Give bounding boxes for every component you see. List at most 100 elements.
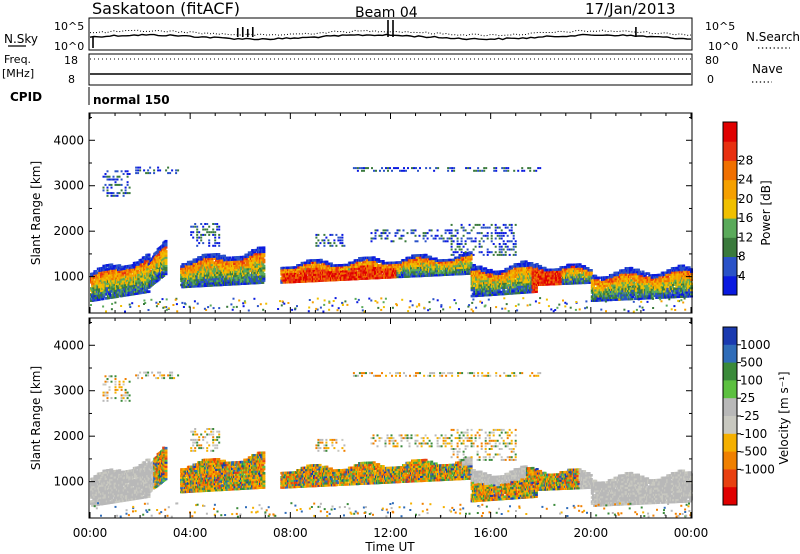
range-cell bbox=[323, 277, 327, 280]
range-cell bbox=[337, 278, 341, 281]
range-cell bbox=[102, 295, 106, 298]
range-cell bbox=[227, 279, 231, 282]
range-cell bbox=[233, 268, 237, 272]
range-cell bbox=[220, 267, 224, 270]
range-cell bbox=[242, 274, 246, 277]
range-cell bbox=[442, 261, 446, 264]
range-cell bbox=[413, 270, 417, 274]
range-cell bbox=[452, 260, 456, 264]
range-cell bbox=[449, 258, 453, 262]
range-cell bbox=[225, 262, 229, 266]
range-cell bbox=[147, 257, 151, 261]
range-cell bbox=[111, 277, 115, 281]
range-cell bbox=[524, 284, 528, 288]
nsearch-tick-bottom: 10^0 bbox=[708, 40, 738, 53]
range-cell bbox=[423, 270, 427, 273]
range-cell bbox=[104, 282, 108, 286]
range-cell bbox=[164, 243, 168, 247]
range-cell bbox=[382, 276, 386, 279]
range-cell bbox=[286, 270, 289, 274]
range-cell bbox=[248, 269, 252, 273]
range-cell bbox=[520, 289, 524, 292]
range-cell bbox=[407, 266, 411, 270]
range-cell bbox=[437, 267, 440, 271]
range-cell bbox=[101, 285, 105, 288]
freq-label: Freq. bbox=[4, 53, 31, 66]
range-cell bbox=[236, 260, 240, 263]
range-cell bbox=[157, 253, 161, 256]
range-cell bbox=[472, 282, 476, 285]
range-cell bbox=[465, 258, 469, 261]
range-cell bbox=[534, 290, 538, 293]
range-cell bbox=[556, 270, 559, 273]
range-cell bbox=[106, 290, 110, 294]
range-cell bbox=[137, 277, 141, 281]
range-cell bbox=[320, 260, 324, 264]
range-cell bbox=[298, 264, 302, 267]
range-cell bbox=[434, 271, 438, 275]
range-cell bbox=[198, 256, 202, 259]
range-cell bbox=[194, 284, 198, 288]
range-cell bbox=[118, 272, 122, 275]
range-cell bbox=[109, 277, 113, 281]
range-cell bbox=[532, 278, 536, 281]
nsky-spikes bbox=[92, 20, 637, 48]
range-cell bbox=[164, 246, 168, 249]
range-cell bbox=[228, 256, 232, 260]
range-cell bbox=[513, 273, 517, 276]
range-cell bbox=[226, 268, 230, 272]
range-cell bbox=[317, 269, 321, 272]
range-cell bbox=[308, 261, 312, 264]
range-cell bbox=[288, 268, 292, 272]
range-cell bbox=[225, 258, 229, 262]
range-cell bbox=[388, 263, 392, 267]
range-cell bbox=[369, 264, 373, 268]
range-cell bbox=[425, 270, 429, 273]
range-cell bbox=[551, 268, 555, 272]
range-cell bbox=[115, 295, 119, 298]
range-cell bbox=[373, 260, 377, 263]
range-cell bbox=[257, 273, 261, 276]
range-cell bbox=[306, 265, 310, 269]
range-cell bbox=[102, 264, 106, 268]
range-cell bbox=[299, 265, 303, 269]
range-cell bbox=[324, 272, 328, 276]
range-cell bbox=[108, 292, 111, 295]
range-cell bbox=[259, 277, 262, 280]
range-cell bbox=[242, 261, 246, 265]
range-cell bbox=[431, 265, 435, 269]
range-cell bbox=[430, 257, 434, 261]
range-cell bbox=[124, 281, 128, 285]
range-cell bbox=[359, 277, 363, 280]
range-cell bbox=[440, 265, 444, 268]
freq-tick-bottom: 8 bbox=[68, 73, 75, 86]
range-cell bbox=[237, 274, 241, 277]
range-cell bbox=[99, 285, 102, 289]
range-cell bbox=[111, 279, 115, 283]
range-cell bbox=[281, 272, 285, 276]
range-cell bbox=[448, 273, 452, 276]
range-cell bbox=[194, 274, 198, 278]
range-cell bbox=[432, 259, 436, 263]
range-cell bbox=[304, 273, 307, 277]
range-cell bbox=[547, 270, 550, 274]
range-cell bbox=[484, 275, 488, 279]
range-cell bbox=[109, 267, 113, 271]
range-cell bbox=[195, 260, 199, 263]
range-cell bbox=[210, 259, 214, 263]
freq-unit: [MHz] bbox=[2, 67, 34, 80]
range-cell bbox=[221, 265, 225, 268]
range-cell bbox=[118, 264, 122, 267]
range-cell bbox=[247, 257, 251, 261]
range-cell bbox=[261, 281, 265, 284]
range-cell bbox=[514, 285, 518, 289]
range-cell bbox=[111, 287, 115, 291]
range-cell bbox=[181, 267, 185, 270]
range-cell bbox=[164, 239, 168, 243]
range-cell bbox=[481, 273, 485, 277]
range-cell bbox=[203, 278, 207, 281]
range-cell bbox=[304, 263, 307, 267]
range-cell bbox=[476, 286, 480, 289]
range-cell bbox=[252, 277, 256, 281]
range-cell bbox=[250, 261, 253, 264]
